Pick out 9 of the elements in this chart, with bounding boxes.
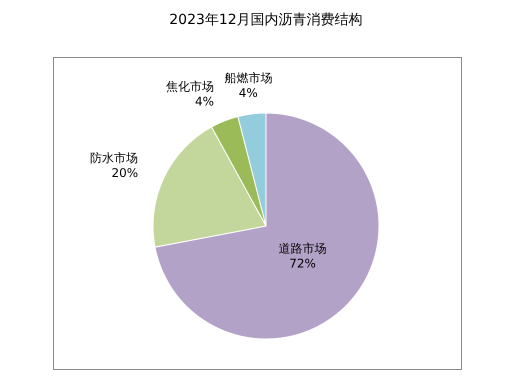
slice-label: 道路市场 — [278, 241, 327, 256]
data-label: 72% — [289, 256, 316, 270]
data-label: 20% — [112, 166, 138, 180]
slice-label: 焦化市场 — [166, 80, 214, 94]
data-label: 4% — [238, 86, 258, 100]
slice-label: 船燃市场 — [224, 70, 272, 85]
chart-title: 2023年12月国内沥青消费结构 — [169, 12, 363, 28]
slice-label: 防水市场 — [90, 150, 138, 165]
data-label: 4% — [194, 94, 214, 109]
